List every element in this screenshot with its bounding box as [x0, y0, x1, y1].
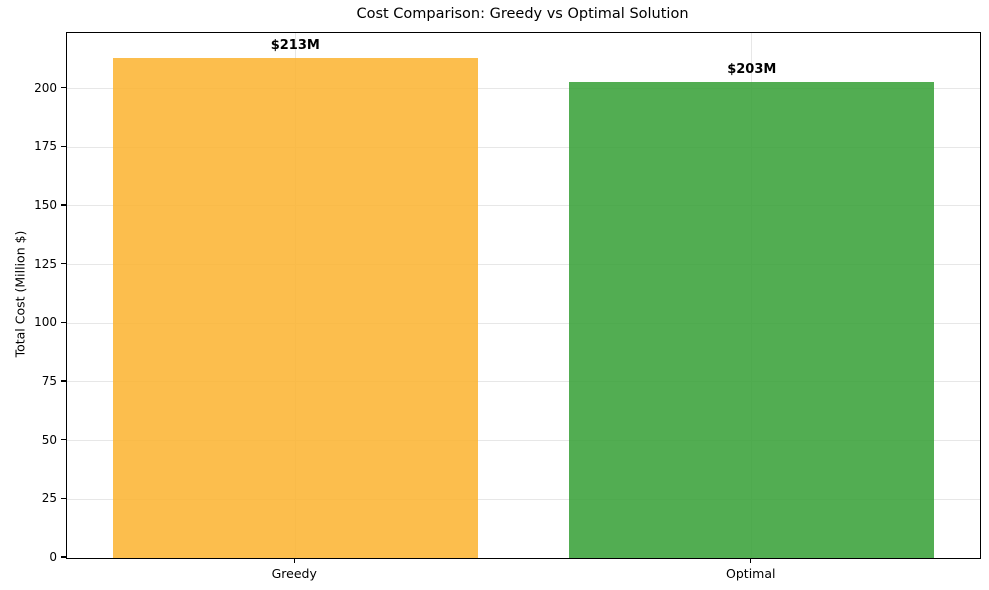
gridline-horizontal — [67, 88, 980, 90]
y-axis-label: Total Cost (Million $) — [12, 230, 28, 358]
gridline-horizontal — [67, 322, 980, 324]
y-tick-label: 75 — [41, 373, 57, 388]
y-tick-mark — [61, 145, 66, 147]
y-tick-mark — [61, 263, 66, 265]
y-tick-label: 50 — [41, 432, 57, 447]
y-tick-label: 200 — [34, 80, 57, 95]
y-tick-label: 150 — [34, 197, 57, 212]
x-tick-label-optimal: Optimal — [726, 566, 776, 581]
x-tick-mark — [293, 558, 295, 563]
y-tick-mark — [61, 204, 66, 206]
y-tick-label: 175 — [34, 139, 57, 154]
y-tick-mark — [61, 439, 66, 441]
y-tick-mark — [61, 321, 66, 323]
x-tick-mark — [750, 558, 752, 563]
gridline-horizontal — [67, 381, 980, 383]
gridline-horizontal — [67, 205, 980, 207]
gridline-horizontal — [67, 264, 980, 266]
bar-greedy — [112, 58, 478, 558]
bar-optimal — [569, 81, 935, 558]
bar-value-label-greedy: $213M — [270, 38, 320, 54]
gridline-horizontal — [67, 146, 980, 148]
plot-area: $213M $203M — [66, 32, 981, 559]
y-tick-mark — [61, 497, 66, 499]
y-tick-label: 25 — [41, 491, 57, 506]
gridline-horizontal — [67, 498, 980, 500]
y-tick-mark — [61, 556, 66, 558]
x-tick-label-greedy: Greedy — [271, 566, 317, 581]
y-tick-label: 100 — [34, 315, 57, 330]
gridline-horizontal — [67, 440, 980, 442]
y-tick-mark — [61, 87, 66, 89]
chart-title: Cost Comparison: Greedy vs Optimal Solut… — [356, 6, 689, 22]
y-tick-label: 125 — [34, 256, 57, 271]
y-tick-label: 0 — [49, 550, 57, 564]
y-tick-mark — [61, 380, 66, 382]
bar-value-label-optimal: $203M — [727, 61, 777, 77]
